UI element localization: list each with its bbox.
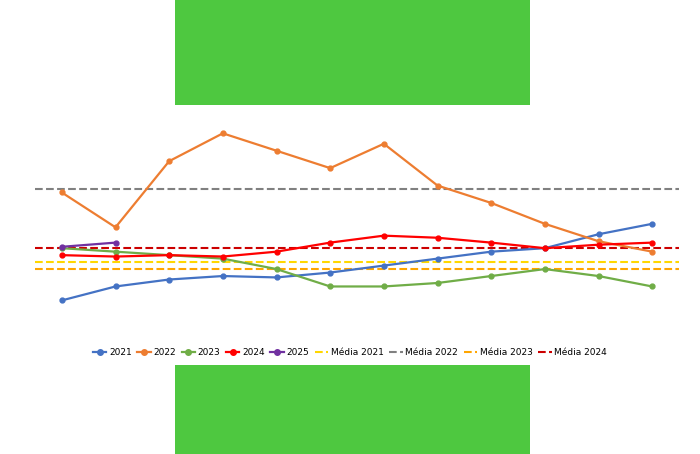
2023 bbox=[165, 252, 174, 258]
2022 bbox=[594, 238, 603, 244]
2021 bbox=[540, 246, 549, 251]
2023 bbox=[648, 284, 657, 289]
2021 bbox=[272, 275, 281, 280]
2022 bbox=[57, 190, 66, 195]
2023 bbox=[218, 256, 227, 262]
2023 bbox=[57, 246, 66, 251]
Line: 2021: 2021 bbox=[60, 222, 655, 303]
2024 bbox=[57, 252, 66, 258]
2025 bbox=[111, 240, 120, 245]
2021 bbox=[487, 249, 496, 254]
2022 bbox=[272, 148, 281, 153]
2021 bbox=[594, 232, 603, 237]
2022 bbox=[648, 249, 657, 254]
2024 bbox=[540, 246, 549, 251]
2022 bbox=[487, 200, 496, 206]
2023 bbox=[326, 284, 335, 289]
Legend: 2021, 2022, 2023, 2024, 2025, Média 2021, Média 2022, Média 2023, Média 2024: 2021, 2022, 2023, 2024, 2025, Média 2021… bbox=[89, 345, 611, 361]
2023 bbox=[433, 280, 442, 286]
Line: 2024: 2024 bbox=[60, 233, 655, 259]
Line: 2023: 2023 bbox=[60, 246, 655, 289]
2021 bbox=[57, 298, 66, 303]
2024 bbox=[594, 242, 603, 247]
2023 bbox=[540, 266, 549, 272]
2024 bbox=[111, 254, 120, 259]
2023 bbox=[379, 284, 388, 289]
2022 bbox=[111, 225, 120, 230]
2022 bbox=[326, 165, 335, 171]
2021 bbox=[165, 277, 174, 282]
2024 bbox=[379, 233, 388, 238]
2024 bbox=[433, 235, 442, 241]
2024 bbox=[165, 252, 174, 258]
2025 bbox=[57, 244, 66, 250]
2022 bbox=[165, 158, 174, 164]
2021 bbox=[218, 273, 227, 279]
2024 bbox=[272, 249, 281, 254]
Line: 2025: 2025 bbox=[60, 240, 118, 249]
2023 bbox=[111, 249, 120, 254]
Text: IPCF - evolução mensal: IPCF - evolução mensal bbox=[261, 85, 439, 100]
2022 bbox=[433, 183, 442, 188]
2024 bbox=[326, 240, 335, 245]
2021 bbox=[379, 263, 388, 268]
2023 bbox=[487, 273, 496, 279]
2024 bbox=[487, 240, 496, 245]
2021 bbox=[326, 270, 335, 275]
Line: 2022: 2022 bbox=[60, 131, 655, 254]
2023 bbox=[272, 266, 281, 272]
2024 bbox=[218, 254, 227, 259]
2021 bbox=[433, 256, 442, 262]
2021 bbox=[648, 221, 657, 227]
2022 bbox=[540, 221, 549, 227]
2022 bbox=[218, 131, 227, 136]
2023 bbox=[594, 273, 603, 279]
2024 bbox=[648, 240, 657, 245]
2021 bbox=[111, 284, 120, 289]
2022 bbox=[379, 141, 388, 147]
